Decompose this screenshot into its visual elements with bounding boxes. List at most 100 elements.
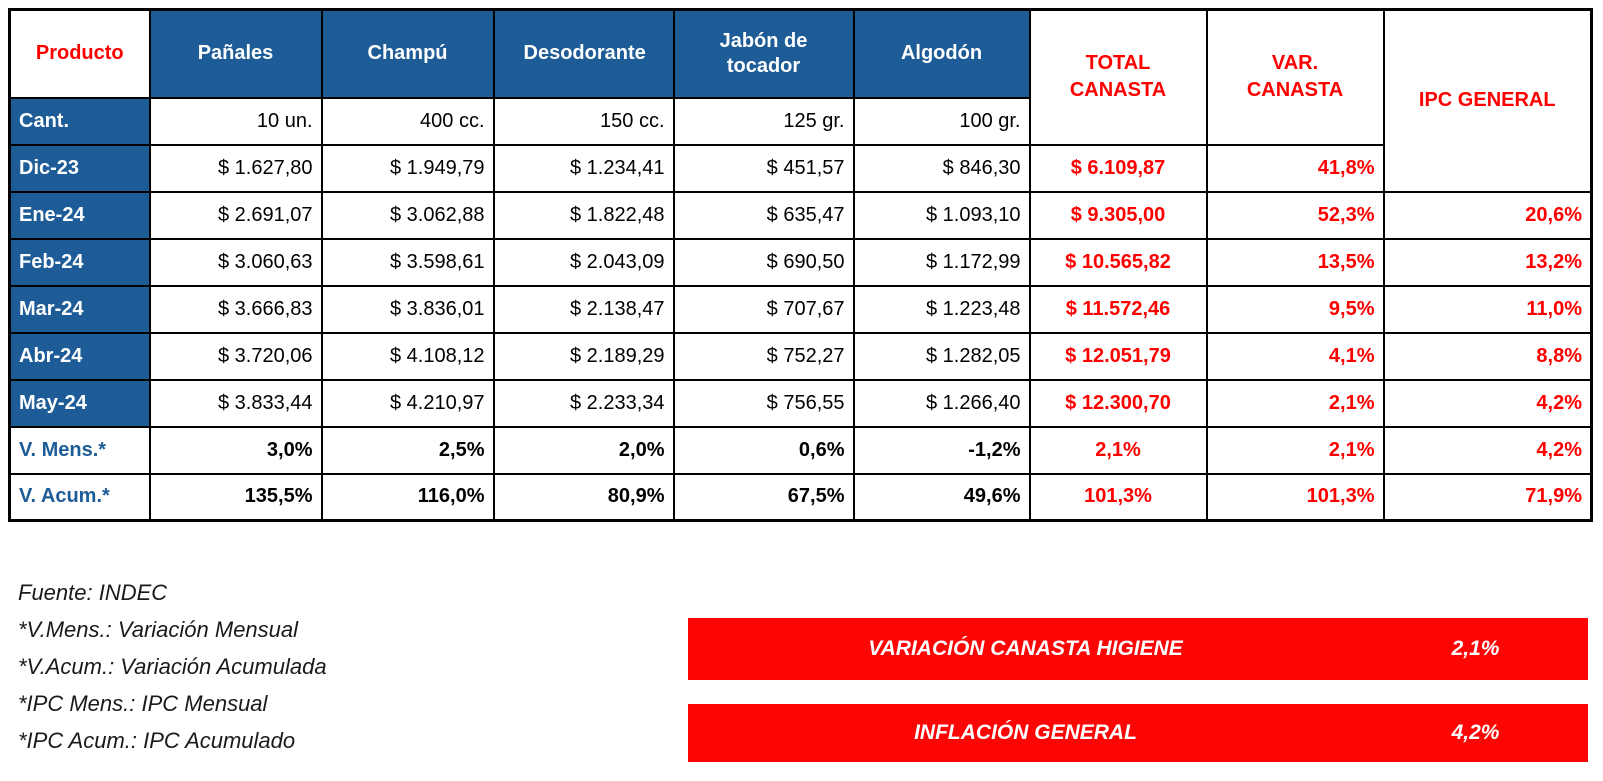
- price-cell: $ 1.266,40: [852, 378, 1031, 428]
- month-row-mar-24: Mar-24 $ 3.666,83 $ 3.836,01 $ 2.138,47 …: [8, 284, 1593, 334]
- month-row-abr-24: Abr-24 $ 3.720,06 $ 4.108,12 $ 2.189,29 …: [8, 331, 1593, 381]
- price-cell: $ 635,47: [672, 190, 855, 240]
- price-cell: $ 451,57: [672, 143, 855, 193]
- col-header-jabon: Jabón de tocador: [672, 8, 855, 99]
- ipc-general-cell: 4,2%: [1382, 378, 1593, 428]
- col-header-ipc-general-label: IPC GENERAL: [1418, 89, 1556, 112]
- price-cell: $ 2.233,34: [492, 378, 675, 428]
- col-header-ipc-general: IPC GENERAL: [1382, 8, 1593, 193]
- row-label: Dic-23: [8, 143, 151, 193]
- total-canasta-cell: 2,1%: [1028, 425, 1208, 475]
- total-canasta-cell: $ 10.565,82: [1028, 237, 1208, 287]
- col-header-var-canasta-label: VAR. CANASTA: [1246, 52, 1344, 102]
- monthly-variation-row: V. Mens.* 3,0% 2,5% 2,0% 0,6% -1,2% 2,1%…: [8, 425, 1593, 475]
- price-cell: $ 707,67: [672, 284, 855, 334]
- month-row-may-24: May-24 $ 3.833,44 $ 4.210,97 $ 2.233,34 …: [8, 378, 1593, 428]
- month-row-feb-24: Feb-24 $ 3.060,63 $ 3.598,61 $ 2.043,09 …: [8, 237, 1593, 287]
- col-header-total-canasta: TOTAL CANASTA: [1028, 8, 1208, 146]
- col-header-champu-label: Champú: [367, 42, 448, 65]
- price-cell: $ 1.093,10: [852, 190, 1031, 240]
- banner-label: VARIACIÓN CANASTA HIGIENE: [868, 637, 1183, 660]
- variation-cell: 2,5%: [320, 425, 495, 475]
- qty-cell: 10 un.: [148, 96, 323, 146]
- price-cell: $ 2.691,07: [148, 190, 323, 240]
- footnote-vmens: *V.Mens.: Variación Mensual: [18, 617, 299, 642]
- var-canasta-cell: 41,8%: [1205, 143, 1385, 193]
- price-cell: $ 4.210,97: [320, 378, 495, 428]
- price-cell: $ 2.138,47: [492, 284, 675, 334]
- col-header-algodon: Algodón: [852, 8, 1031, 99]
- price-cell: $ 3.666,83: [148, 284, 323, 334]
- total-canasta-cell: $ 12.300,70: [1028, 378, 1208, 428]
- price-cell: $ 1.172,99: [852, 237, 1031, 287]
- footnote-vacum: *V.Acum.: Variación Acumulada: [18, 654, 327, 679]
- hygiene-basket-price-table: Producto Pañales Champú Desodorante Jabó…: [8, 8, 1593, 522]
- col-header-panales: Pañales: [148, 8, 323, 99]
- banner-variacion-canasta-higiene: VARIACIÓN CANASTA HIGIENE 2,1%: [688, 618, 1588, 680]
- row-label: Feb-24: [8, 237, 151, 287]
- variation-cell: 0,6%: [672, 425, 855, 475]
- var-canasta-cell: 4,1%: [1205, 331, 1385, 381]
- row-label: Ene-24: [8, 190, 151, 240]
- variation-cell: 49,6%: [852, 472, 1031, 522]
- qty-cell: 150 cc.: [492, 96, 675, 146]
- price-cell: $ 2.189,29: [492, 331, 675, 381]
- price-cell: $ 3.836,01: [320, 284, 495, 334]
- row-label-cant: Cant.: [8, 96, 151, 146]
- banner-value: 2,1%: [1451, 637, 1500, 660]
- total-canasta-cell: $ 12.051,79: [1028, 331, 1208, 381]
- header-row: Producto Pañales Champú Desodorante Jabó…: [8, 8, 1593, 193]
- price-cell: $ 846,30: [852, 143, 1031, 193]
- var-canasta-cell: 52,3%: [1205, 190, 1385, 240]
- var-canasta-cell: 101,3%: [1205, 472, 1385, 522]
- price-cell: $ 4.108,12: [320, 331, 495, 381]
- total-canasta-cell: $ 9.305,00: [1028, 190, 1208, 240]
- ipc-general-cell: 4,2%: [1382, 425, 1593, 475]
- banner-inflacion-general: INFLACIÓN GENERAL 4,2%: [688, 704, 1588, 762]
- col-header-algodon-label: Algodón: [900, 42, 983, 65]
- col-header-champu: Champú: [320, 8, 495, 99]
- price-cell: $ 752,27: [672, 331, 855, 381]
- qty-cell: 125 gr.: [672, 96, 855, 146]
- price-cell: $ 756,55: [672, 378, 855, 428]
- var-canasta-cell: 2,1%: [1205, 425, 1385, 475]
- total-canasta-cell: $ 11.572,46: [1028, 284, 1208, 334]
- row-label: Abr-24: [8, 331, 151, 381]
- row-label-v-acum: V. Acum.*: [8, 472, 151, 522]
- row-label: Mar-24: [8, 284, 151, 334]
- price-cell: $ 3.720,06: [148, 331, 323, 381]
- col-header-producto: Producto: [8, 8, 151, 99]
- footnote-ipc-acum: *IPC Acum.: IPC Acumulado: [18, 728, 296, 753]
- variation-cell: 80,9%: [492, 472, 675, 522]
- price-cell: $ 690,50: [672, 237, 855, 287]
- footnotes: Fuente: INDEC *V.Mens.: Variación Mensua…: [18, 574, 327, 759]
- price-cell: $ 1.822,48: [492, 190, 675, 240]
- row-label-v-mens: V. Mens.*: [8, 425, 151, 475]
- variation-cell: 67,5%: [672, 472, 855, 522]
- ipc-general-cell: 11,0%: [1382, 284, 1593, 334]
- ipc-general-cell: 8,8%: [1382, 331, 1593, 381]
- footnote-source: Fuente: INDEC: [18, 580, 168, 605]
- price-cell: $ 3.060,63: [148, 237, 323, 287]
- variation-cell: 3,0%: [148, 425, 323, 475]
- price-cell: $ 1.223,48: [852, 284, 1031, 334]
- price-cell: $ 3.598,61: [320, 237, 495, 287]
- price-cell: $ 1.234,41: [492, 143, 675, 193]
- ipc-general-cell: 13,2%: [1382, 237, 1593, 287]
- total-canasta-cell: $ 6.109,87: [1028, 143, 1208, 193]
- col-header-var-canasta: VAR. CANASTA: [1205, 8, 1385, 146]
- variation-cell: 2,0%: [492, 425, 675, 475]
- col-header-desodorante: Desodorante: [492, 8, 675, 99]
- ipc-general-cell: 71,9%: [1382, 472, 1593, 522]
- row-label: May-24: [8, 378, 151, 428]
- col-header-panales-label: Pañales: [197, 42, 274, 65]
- variation-cell: 116,0%: [320, 472, 495, 522]
- qty-cell: 100 gr.: [852, 96, 1031, 146]
- var-canasta-cell: 13,5%: [1205, 237, 1385, 287]
- banner-value: 4,2%: [1451, 721, 1500, 744]
- price-cell: $ 3.833,44: [148, 378, 323, 428]
- quantity-row: Cant. 10 un. 400 cc. 150 cc. 125 gr. 100…: [8, 96, 1592, 146]
- var-canasta-cell: 2,1%: [1205, 378, 1385, 428]
- col-header-total-canasta-label: TOTAL CANASTA: [1069, 52, 1167, 102]
